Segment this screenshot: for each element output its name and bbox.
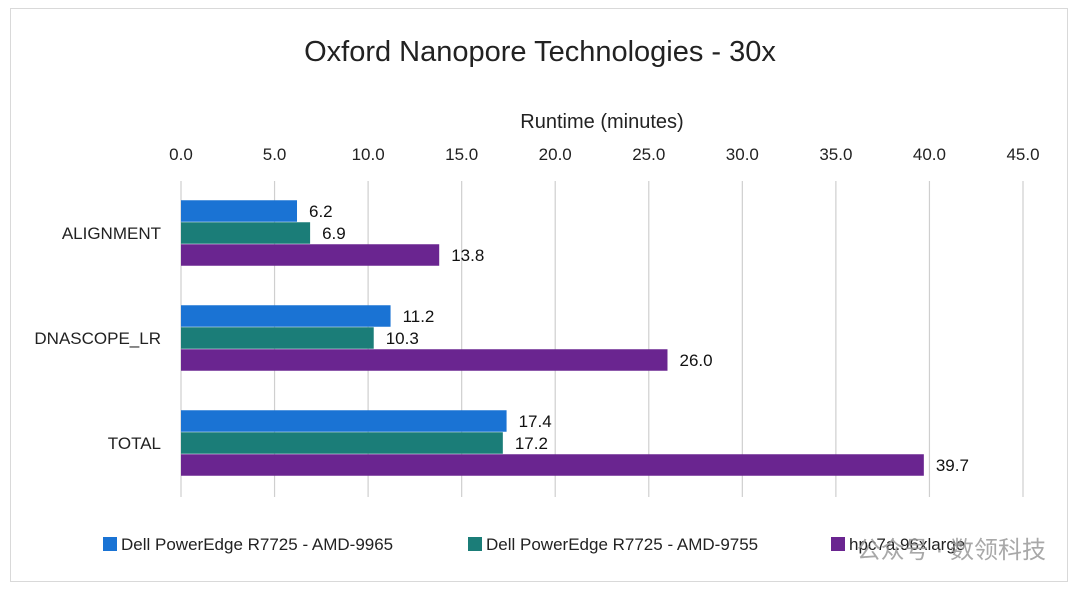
bar [181,244,440,266]
legend: Dell PowerEdge R7725 - AMD-9965 Dell Powe… [103,535,965,554]
bar [181,327,374,349]
x-tick-label: 30.0 [726,145,759,164]
legend-swatch [468,537,482,551]
data-label: 17.4 [519,412,552,431]
x-tick-label: 25.0 [632,145,665,164]
legend-label: hpc7a.96xlarge [849,535,965,554]
data-label: 17.2 [515,434,548,453]
data-label: 13.8 [451,246,484,265]
x-tick-label: 45.0 [1006,145,1039,164]
bar [181,222,311,244]
x-tick-labels: 0.0 5.0 10.0 15.0 20.0 25.0 30.0 35.0 40.0 45.0 [169,145,1039,164]
x-tick-label: 0.0 [169,145,193,164]
category-labels: ALIGNMENT DNASCOPE_LR TOTAL [34,224,161,453]
x-axis-title: Runtime (minutes) [520,111,683,133]
bars [181,200,924,476]
bar [181,200,298,222]
chart-title: Oxford Nanopore Technologies - 30x [304,36,776,68]
legend-swatch [103,537,117,551]
data-label: 26.0 [679,351,712,370]
data-label: 11.2 [403,307,435,326]
category-label: DNASCOPE_LR [34,329,161,348]
x-tick-label: 15.0 [445,145,478,164]
x-tick-label: 5.0 [263,145,287,164]
bar [181,410,507,432]
bar [181,432,503,454]
category-label: ALIGNMENT [62,224,161,243]
x-tick-label: 35.0 [819,145,852,164]
data-label: 39.7 [936,456,969,475]
bar-chart: Oxford Nanopore Technologies - 30x Runti… [34,36,1046,564]
data-label: 6.2 [309,202,333,221]
bar [181,454,924,476]
chart-frame: Oxford Nanopore Technologies - 30x Runti… [10,8,1068,582]
bar [181,305,391,327]
category-label: TOTAL [108,434,161,453]
x-tick-label: 20.0 [539,145,572,164]
legend-label: Dell PowerEdge R7725 - AMD-9755 [486,535,758,554]
bar [181,349,668,371]
watermark-text: 公众号 · 数领科技 [857,537,1046,564]
data-label: 10.3 [386,329,419,348]
data-label: 6.9 [322,224,346,243]
data-labels: 6.2 6.9 13.8 11.2 10.3 26.0 17.4 17.2 39.7 [309,202,969,475]
x-tick-label: 40.0 [913,145,946,164]
legend-swatch [831,537,845,551]
x-tick-label: 10.0 [352,145,385,164]
legend-label: Dell PowerEdge R7725 - AMD-9965 [121,535,393,554]
